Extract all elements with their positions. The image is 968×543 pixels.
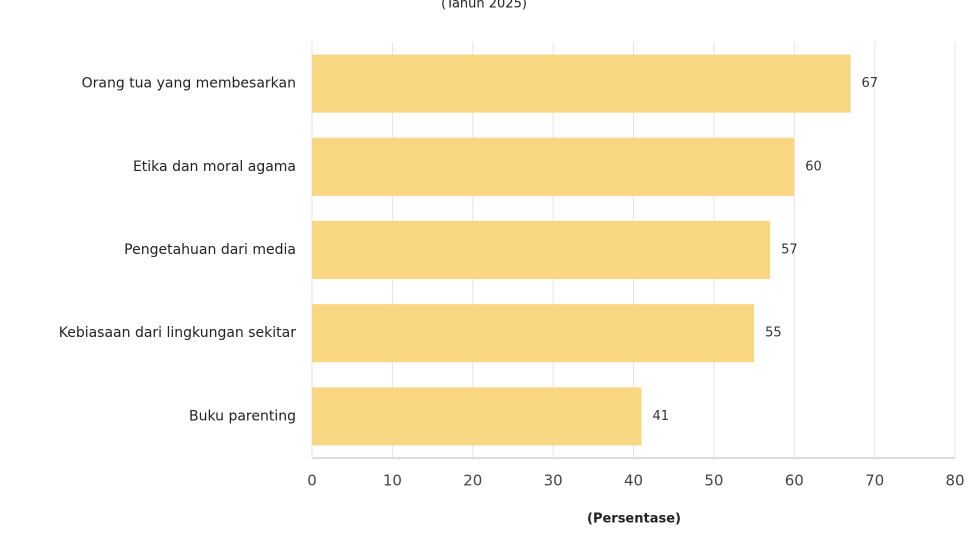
y-tick-label: Buku parenting [189, 408, 296, 424]
bar [312, 137, 795, 196]
bar [312, 304, 755, 363]
y-tick-label: Etika dan moral agama [133, 159, 296, 175]
y-tick-label: Orang tua yang membesarkan [82, 76, 296, 92]
y-tick-label: Pengetahuan dari media [124, 242, 296, 258]
bar [312, 54, 851, 113]
value-label: 57 [781, 243, 798, 258]
value-label: 55 [765, 326, 782, 341]
bar [312, 387, 642, 446]
x-tick-label: 80 [945, 472, 964, 490]
value-label: 60 [805, 159, 822, 174]
value-label: 41 [653, 409, 670, 424]
x-tick-label: 60 [785, 472, 804, 490]
value-label: 67 [862, 76, 879, 91]
x-tick-label: 40 [624, 472, 643, 490]
y-tick-label: Kebiasaan dari lingkungan sekitar [59, 325, 297, 341]
x-tick-label: 20 [463, 472, 482, 490]
x-axis-title: (Persentase) [587, 512, 681, 527]
x-tick-label: 30 [544, 472, 563, 490]
x-tick-label: 70 [865, 472, 884, 490]
bar [312, 221, 771, 279]
chart-subtitle: (Tahun 2025) [441, 0, 527, 12]
x-tick-label: 0 [307, 472, 317, 490]
x-tick-label: 10 [383, 472, 402, 490]
x-tick-label: 50 [704, 472, 723, 490]
